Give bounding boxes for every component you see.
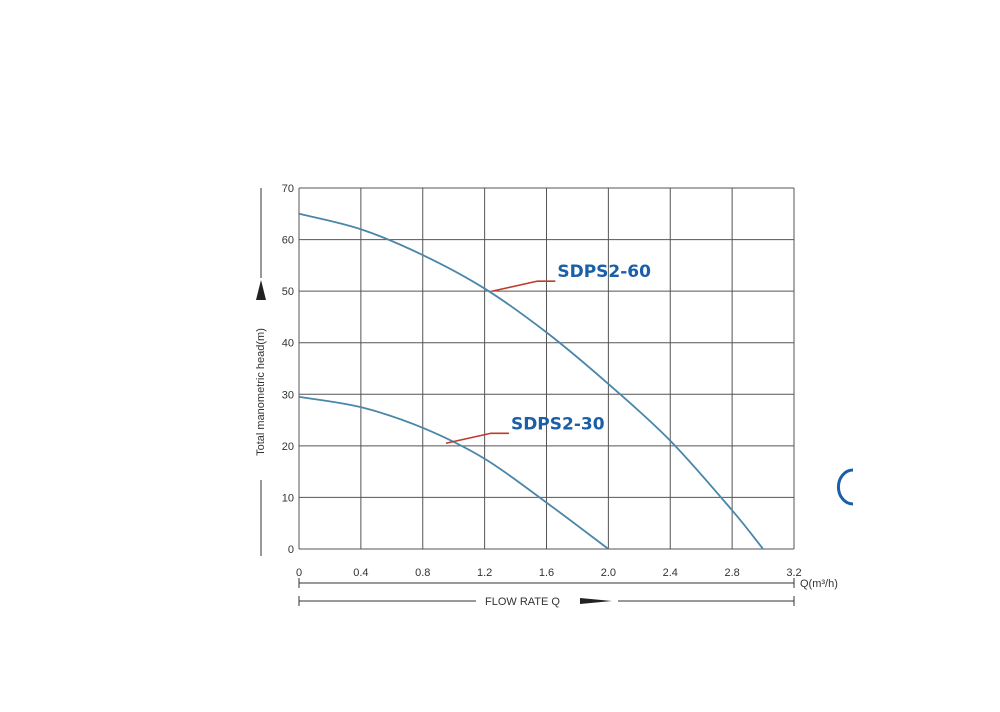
leader-line-sdps2-60 — [492, 280, 556, 292]
y-tick-label: 40 — [282, 338, 294, 350]
series-label-sdps2-30: SDPS2-30 — [511, 414, 605, 434]
y-tick-label: 50 — [282, 286, 294, 298]
y-axis-arrow-icon — [256, 280, 266, 300]
leader-line-sdps2-30 — [445, 432, 509, 445]
y-tick-label: 0 — [288, 544, 294, 556]
series-labels: SDPS2-60 SDPS2-30 — [511, 262, 651, 434]
curve-sdps2-30 — [298, 395, 609, 550]
x-axis-title: FLOW RATE Q — [485, 596, 560, 608]
x-tick-label: 2.8 — [724, 567, 739, 579]
y-tick-label: 10 — [282, 492, 294, 504]
x-tick-label: 0.4 — [353, 567, 368, 579]
y-tick-label: 20 — [282, 441, 294, 453]
x-tick-label: 1.6 — [539, 567, 554, 579]
blue-arc-decoration — [836, 468, 854, 506]
x-tick-label: 1.2 — [477, 567, 492, 579]
y-tick-label: 60 — [282, 235, 294, 247]
x-tick-labels: 0 0.4 0.8 1.2 1.6 2.0 2.4 2.8 3.2 — [296, 567, 802, 579]
y-tick-label: 30 — [282, 389, 294, 401]
y-tick-label: 70 — [282, 183, 294, 195]
x-axis-arrow-icon — [580, 598, 612, 604]
x-tick-label: 0.8 — [415, 567, 430, 579]
x-tick-label: 3.2 — [786, 567, 801, 579]
series-label-sdps2-60: SDPS2-60 — [557, 262, 651, 282]
x-axis-unit-label: Q(m³/h) — [800, 578, 838, 590]
label-leaders — [445, 280, 556, 445]
x-axis-title-group: Q(m³/h) FLOW RATE Q — [298, 578, 838, 608]
curve-sdps2-60 — [298, 212, 764, 550]
x-tick-label: 0 — [296, 567, 302, 579]
x-tick-label: 2.4 — [663, 567, 678, 579]
x-tick-label: 2.0 — [601, 567, 616, 579]
y-axis-title: Total manometric head(m) — [255, 328, 267, 456]
y-axis-title-group: Total manometric head(m) — [255, 188, 267, 556]
y-tick-labels: 0 10 20 30 40 50 60 70 — [282, 183, 294, 556]
grid-lines — [298, 187, 795, 550]
performance-curves — [298, 212, 764, 550]
